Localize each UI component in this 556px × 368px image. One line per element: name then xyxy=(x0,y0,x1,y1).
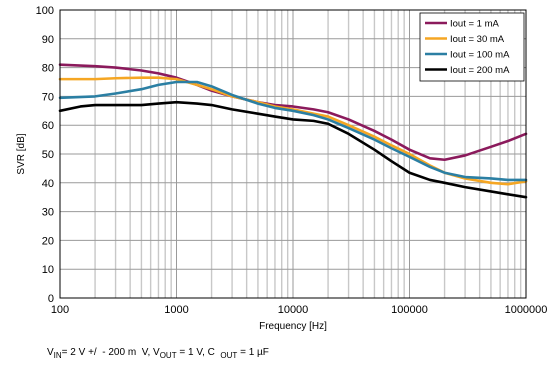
legend-label-2: Iout = 30 mA xyxy=(450,34,505,45)
x-tick-label: 1000000 xyxy=(505,304,548,316)
test-conditions-caption: VIN= 2 V +/ - 200 m V, VOUT = 1 V, C OUT… xyxy=(47,347,269,360)
x-tick-labels: 100 1000 10000 100000 1000000 xyxy=(51,304,548,316)
series-lines xyxy=(58,63,528,199)
y-tick-label: 70 xyxy=(42,91,54,103)
legend-label-4: Iout = 200 mA xyxy=(450,65,510,76)
legend-label-3: Iout = 100 mA xyxy=(450,50,510,61)
y-tick-label: 80 xyxy=(42,63,54,75)
y-tick-label: 30 xyxy=(42,207,54,219)
y-tick-label: 50 xyxy=(42,149,54,161)
y-tick-label: 60 xyxy=(42,120,54,132)
legend-label-1: Iout = 1 mA xyxy=(450,19,500,30)
y-tick-label: 40 xyxy=(42,178,54,190)
y-tick-label: 90 xyxy=(42,34,54,46)
series-line-4 xyxy=(58,100,528,199)
x-tick-label: 1000 xyxy=(164,304,188,316)
x-tick-label: 100 xyxy=(51,304,69,316)
plot-frame xyxy=(59,9,527,299)
y-axis-label: SVR [dB] xyxy=(16,133,27,174)
y-tick-label: 0 xyxy=(48,293,54,305)
series-line-3 xyxy=(58,80,528,182)
x-tick-label: 10000 xyxy=(278,304,309,316)
x-tick-label: 100000 xyxy=(391,304,428,316)
y-tick-label: 10 xyxy=(42,264,54,276)
series-line-1 xyxy=(58,63,528,162)
y-tick-label: 20 xyxy=(42,235,54,247)
y-tick-label: 100 xyxy=(36,5,54,17)
x-axis-label: Frequency [Hz] xyxy=(259,321,327,332)
y-tick-labels: 0 10 20 30 40 50 60 70 80 90 100 xyxy=(36,5,54,305)
legend: Iout = 1 mA Iout = 30 mA Iout = 100 mA Iout… xyxy=(419,12,525,82)
